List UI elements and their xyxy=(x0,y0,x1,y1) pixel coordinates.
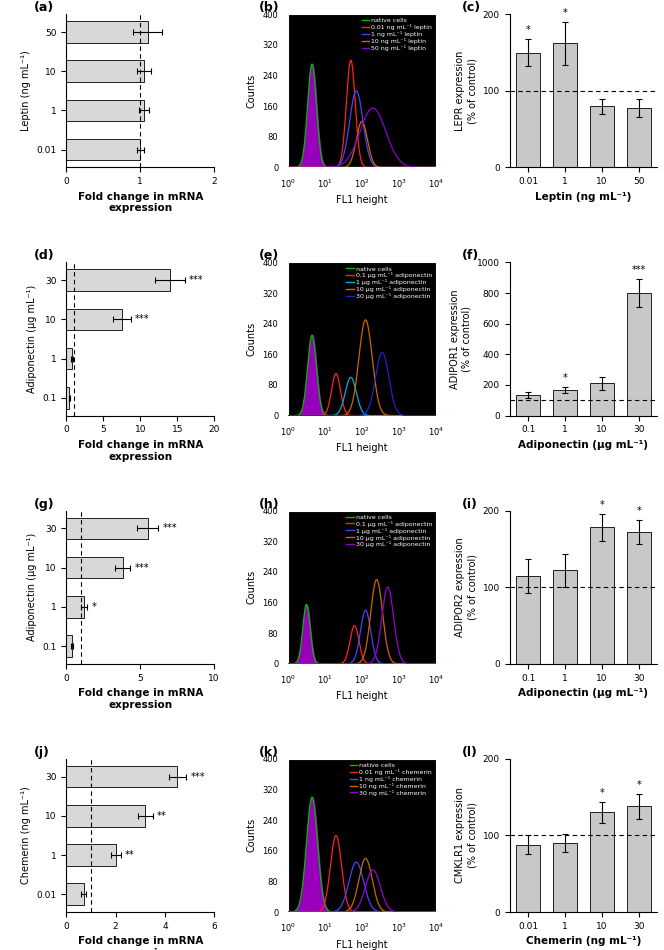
Text: ***: *** xyxy=(134,562,149,573)
Bar xyxy=(627,107,651,167)
X-axis label: Fold change in mRNA
expression: Fold change in mRNA expression xyxy=(78,688,203,710)
Bar xyxy=(66,61,144,82)
Text: *: * xyxy=(526,25,531,35)
Y-axis label: Counts: Counts xyxy=(247,322,257,356)
Text: *: * xyxy=(636,780,641,790)
X-axis label: Fold change in mRNA
expression: Fold change in mRNA expression xyxy=(78,192,203,214)
Text: (b): (b) xyxy=(258,1,279,14)
Text: ***: *** xyxy=(135,314,149,324)
Bar xyxy=(517,395,540,416)
Text: (c): (c) xyxy=(462,1,481,14)
Y-axis label: CMKLR1 expression
(% of control): CMKLR1 expression (% of control) xyxy=(456,788,477,884)
Text: (l): (l) xyxy=(462,746,478,759)
Text: (j): (j) xyxy=(34,746,50,759)
Y-axis label: Adiponectin (μg mL⁻¹): Adiponectin (μg mL⁻¹) xyxy=(27,285,37,393)
Bar xyxy=(66,139,140,161)
X-axis label: Adiponectin (μg mL⁻¹): Adiponectin (μg mL⁻¹) xyxy=(519,440,649,450)
Text: (d): (d) xyxy=(34,249,54,262)
Text: (f): (f) xyxy=(462,249,479,262)
Bar xyxy=(590,527,614,664)
X-axis label: Chemerin (ng mL⁻¹): Chemerin (ng mL⁻¹) xyxy=(526,937,641,946)
Bar xyxy=(553,570,577,664)
Text: (a): (a) xyxy=(34,1,54,14)
X-axis label: FL1 height: FL1 height xyxy=(336,940,388,950)
X-axis label: Fold change in mRNA
expression: Fold change in mRNA expression xyxy=(78,440,203,462)
Y-axis label: Counts: Counts xyxy=(247,818,257,852)
X-axis label: FL1 height: FL1 height xyxy=(336,195,388,205)
Bar xyxy=(66,387,69,408)
Bar xyxy=(590,384,614,416)
X-axis label: Fold change in mRNA
expression: Fold change in mRNA expression xyxy=(78,937,203,950)
Bar xyxy=(553,390,577,416)
Legend: native cells, 0.1 μg mL⁻¹ adiponectin, 1 μg mL⁻¹ adiponectin, 10 μg mL⁻¹ adipone: native cells, 0.1 μg mL⁻¹ adiponectin, 1… xyxy=(346,266,433,300)
Bar xyxy=(66,557,123,579)
Bar xyxy=(627,293,651,416)
Text: (e): (e) xyxy=(258,249,279,262)
Y-axis label: Leptin (ng mL⁻¹): Leptin (ng mL⁻¹) xyxy=(21,50,31,131)
Bar xyxy=(66,100,144,122)
Bar xyxy=(66,348,72,370)
Text: ***: *** xyxy=(631,265,646,275)
Bar xyxy=(66,805,145,826)
Y-axis label: Counts: Counts xyxy=(247,74,257,108)
Text: (h): (h) xyxy=(258,498,279,510)
Text: **: ** xyxy=(157,810,167,821)
Bar xyxy=(66,884,84,905)
X-axis label: Leptin (ng mL⁻¹): Leptin (ng mL⁻¹) xyxy=(535,192,631,201)
Legend: native cells, 0.01 ng mL⁻¹ chemerin, 1 ng mL⁻¹ chemerin, 10 ng mL⁻¹ chemerin, 30: native cells, 0.01 ng mL⁻¹ chemerin, 1 n… xyxy=(349,762,433,796)
Bar xyxy=(590,106,614,167)
Bar xyxy=(66,21,147,43)
Y-axis label: ADIPOR2 expression
(% of control): ADIPOR2 expression (% of control) xyxy=(456,538,477,637)
Text: *: * xyxy=(600,500,604,510)
Bar xyxy=(517,845,540,912)
Bar xyxy=(627,807,651,912)
Text: *: * xyxy=(562,9,568,18)
Text: *: * xyxy=(92,602,96,612)
Text: ***: *** xyxy=(191,771,205,782)
Bar xyxy=(590,812,614,912)
Bar xyxy=(66,636,72,656)
Y-axis label: Counts: Counts xyxy=(247,570,257,604)
Text: (g): (g) xyxy=(34,498,54,510)
Bar xyxy=(66,518,147,540)
Text: *: * xyxy=(636,506,641,516)
Text: *: * xyxy=(600,788,604,798)
Bar xyxy=(553,843,577,912)
Text: (i): (i) xyxy=(462,498,478,510)
Bar xyxy=(553,44,577,167)
Text: (k): (k) xyxy=(258,746,278,759)
Bar xyxy=(66,766,177,788)
Legend: native cells, 0.1 μg mL⁻¹ adiponectin, 1 μg mL⁻¹ adiponectin, 10 μg mL⁻¹ adipone: native cells, 0.1 μg mL⁻¹ adiponectin, 1… xyxy=(346,514,433,548)
Legend: native cells, 0.01 ng mL⁻¹ leptin, 1 ng mL⁻¹ leptin, 10 ng mL⁻¹ leptin, 50 ng mL: native cells, 0.01 ng mL⁻¹ leptin, 1 ng … xyxy=(361,17,433,51)
Text: **: ** xyxy=(125,850,135,860)
Text: *: * xyxy=(562,373,568,384)
Y-axis label: LEPR expression
(% of control): LEPR expression (% of control) xyxy=(456,50,477,131)
Bar xyxy=(66,596,84,618)
Bar xyxy=(517,52,540,167)
Bar xyxy=(66,309,122,331)
Bar xyxy=(66,845,116,865)
Y-axis label: ADIPOR1 expression
(% of control): ADIPOR1 expression (% of control) xyxy=(450,289,471,389)
X-axis label: FL1 height: FL1 height xyxy=(336,444,388,453)
Bar xyxy=(517,576,540,664)
Text: ***: *** xyxy=(189,276,204,285)
Y-axis label: Chemerin (ng mL⁻¹): Chemerin (ng mL⁻¹) xyxy=(21,787,31,884)
Bar xyxy=(627,532,651,664)
Text: ***: *** xyxy=(163,523,177,533)
Bar xyxy=(66,270,170,291)
Y-axis label: Adiponectin (μg mL⁻¹): Adiponectin (μg mL⁻¹) xyxy=(27,533,37,641)
X-axis label: Adiponectin (μg mL⁻¹): Adiponectin (μg mL⁻¹) xyxy=(519,688,649,698)
X-axis label: FL1 height: FL1 height xyxy=(336,692,388,701)
